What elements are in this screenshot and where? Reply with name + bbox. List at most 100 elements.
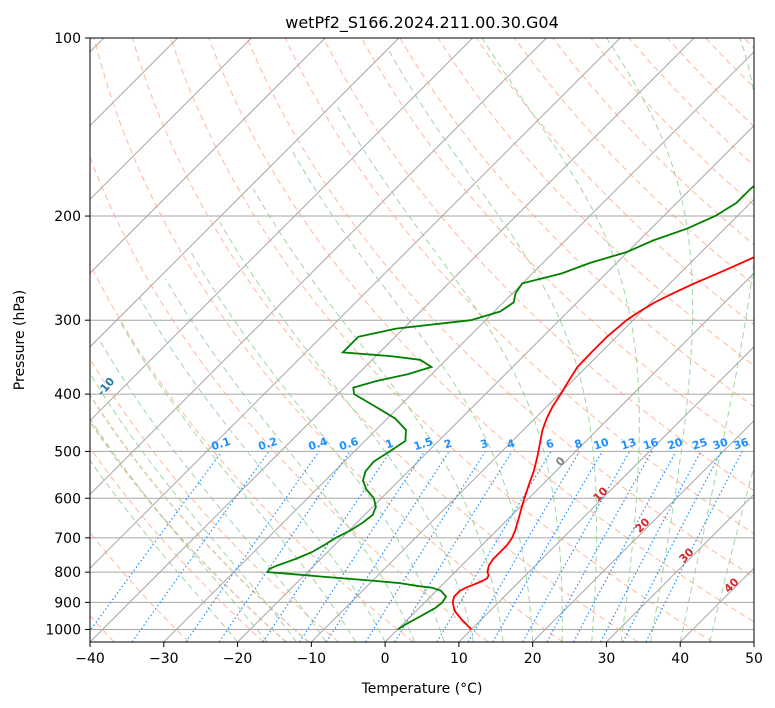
isotherm--30 [163, 51, 754, 642]
mixing-ratio-label: 25 [690, 436, 709, 453]
isotherm-30 [606, 493, 754, 642]
moist-adiabat-16 [252, 188, 504, 642]
mixing-ratio-label: 3 [479, 437, 490, 452]
moist-adiabat--4 [118, 319, 357, 642]
mixing-ratio-label: 4 [505, 437, 517, 452]
dry-adiabat-20 [93, 38, 564, 642]
y-tick-label: 500 [54, 444, 81, 460]
mixing-ratio-label: 0.2 [257, 435, 280, 453]
x-tick-label: 0 [381, 651, 390, 667]
isotherm--70 [90, 38, 474, 422]
mixing-ratio-line-20 [572, 451, 677, 642]
mixing-ratio-line-36 [645, 451, 743, 642]
dry-adiabat-110 [437, 38, 754, 367]
mixing-ratio-line-1.5 [299, 451, 425, 642]
dry-adiabat-0 [90, 262, 414, 642]
moist-adiabat-32 [481, 38, 640, 642]
profile-series [266, 184, 754, 631]
x-axis-ticks: −40 −30 −20 −10 0 10 20 30 40 50 [75, 642, 763, 667]
dry-adiabat-130 [514, 38, 754, 286]
mixing-ratio-label: 0.4 [307, 435, 330, 453]
y-axis-title: Pressure (hPa) [12, 290, 28, 390]
y-tick-label: 400 [54, 387, 81, 403]
dry-adiabats [90, 38, 754, 642]
mixing-ratio-label: 0.6 [338, 435, 361, 453]
x-tick-label: −30 [149, 651, 179, 667]
dry-adiabat-30 [131, 38, 639, 642]
mixing-ratio-label: 30 [711, 435, 730, 452]
moist-adiabat-20 [291, 150, 534, 642]
series-line-1 [266, 184, 754, 631]
mixing-ratio-line-4 [394, 451, 513, 642]
isotherm--20 [237, 124, 754, 642]
mixing-ratio-label: 0.1 [210, 435, 233, 453]
x-tick-label: 20 [524, 651, 542, 667]
mixing-ratio-line-0.1 [90, 451, 223, 632]
mixing-ratio-line-30 [622, 451, 722, 642]
y-tick-label: 900 [54, 595, 81, 611]
y-tick-label: 1000 [45, 622, 81, 638]
isotherm--60 [90, 38, 547, 496]
isotherm-20 [532, 419, 754, 642]
moist-adiabat--12 [90, 372, 297, 642]
mixing-ratio-lines [90, 451, 743, 642]
moist-adiabat-24 [336, 105, 563, 642]
dry-adiabat-40 [170, 38, 713, 642]
isotherm--90 [90, 38, 326, 274]
x-tick-label: 40 [671, 651, 689, 667]
dry-adiabat--10 [90, 358, 339, 642]
mixing-ratio-label: 2 [442, 437, 453, 452]
moist-adiabat-8 [190, 251, 445, 642]
isotherm--100 [90, 38, 252, 201]
moist-adiabat--8 [99, 340, 327, 642]
x-tick-label: −40 [75, 651, 105, 667]
x-tick-label: 30 [598, 651, 616, 667]
mixing-ratio-label: 8 [573, 437, 584, 452]
isotherm-0 [384, 272, 754, 642]
mixing-ratio-label: 10 [592, 435, 611, 452]
x-tick-label: −10 [297, 651, 327, 667]
series-line-0 [451, 256, 754, 631]
dendritic-line-1 [90, 393, 310, 642]
moist-adiabat--20 [90, 459, 238, 642]
dry-adiabat-60 [246, 38, 754, 578]
moist-adiabat-28 [388, 50, 598, 642]
mixing-ratio-line-1 [262, 451, 392, 642]
y-tick-label: 600 [54, 491, 81, 507]
dry-adiabat-80 [322, 38, 754, 492]
x-tick-label: 10 [450, 651, 468, 667]
moist-adiabats [90, 38, 754, 642]
y-tick-label: 100 [54, 31, 81, 47]
dry-adiabat-70 [284, 38, 754, 535]
grid-lines [90, 38, 754, 642]
moist-adiabat-12 [219, 222, 475, 642]
chart-title: wetPf2_S166.2024.211.00.30.G04 [285, 13, 559, 33]
y-tick-label: 700 [54, 531, 81, 547]
y-tick-label: 800 [54, 565, 81, 581]
mixing-ratio-label: 13 [619, 436, 638, 453]
mixing-ratio-line-16 [546, 451, 653, 642]
moist-adiabat-0 [139, 297, 386, 642]
mixing-ratio-line-13 [522, 451, 631, 642]
plot-frame [89, 37, 755, 643]
plot-area [90, 38, 754, 642]
mixing-ratio-line-0.4 [185, 451, 320, 642]
moist-adiabat--16 [90, 417, 268, 642]
x-tick-label: −20 [223, 651, 253, 667]
isotherm-50 [753, 641, 754, 642]
mixing-ratio-label: 16 [641, 435, 660, 452]
mixing-ratio-line-0.6 [218, 451, 351, 642]
mixing-ratio-label: 20 [666, 435, 685, 452]
isotherm--40 [90, 38, 695, 642]
isotherm--50 [90, 38, 621, 569]
y-axis-ticks: 100 200 300 400 500 600 700 800 900 1000 [45, 31, 90, 638]
moist-adiabat-36 [606, 38, 694, 642]
x-axis-title: Temperature (°C) [361, 681, 483, 697]
mixing-ratio-line-2 [325, 451, 450, 642]
mixing-ratio-label: 1.5 [412, 435, 435, 453]
isotherm--80 [90, 38, 400, 348]
moist-adiabat-44 [709, 464, 754, 642]
mixing-ratio-label: 1 [384, 437, 395, 452]
moist-adiabat-4 [164, 278, 416, 642]
